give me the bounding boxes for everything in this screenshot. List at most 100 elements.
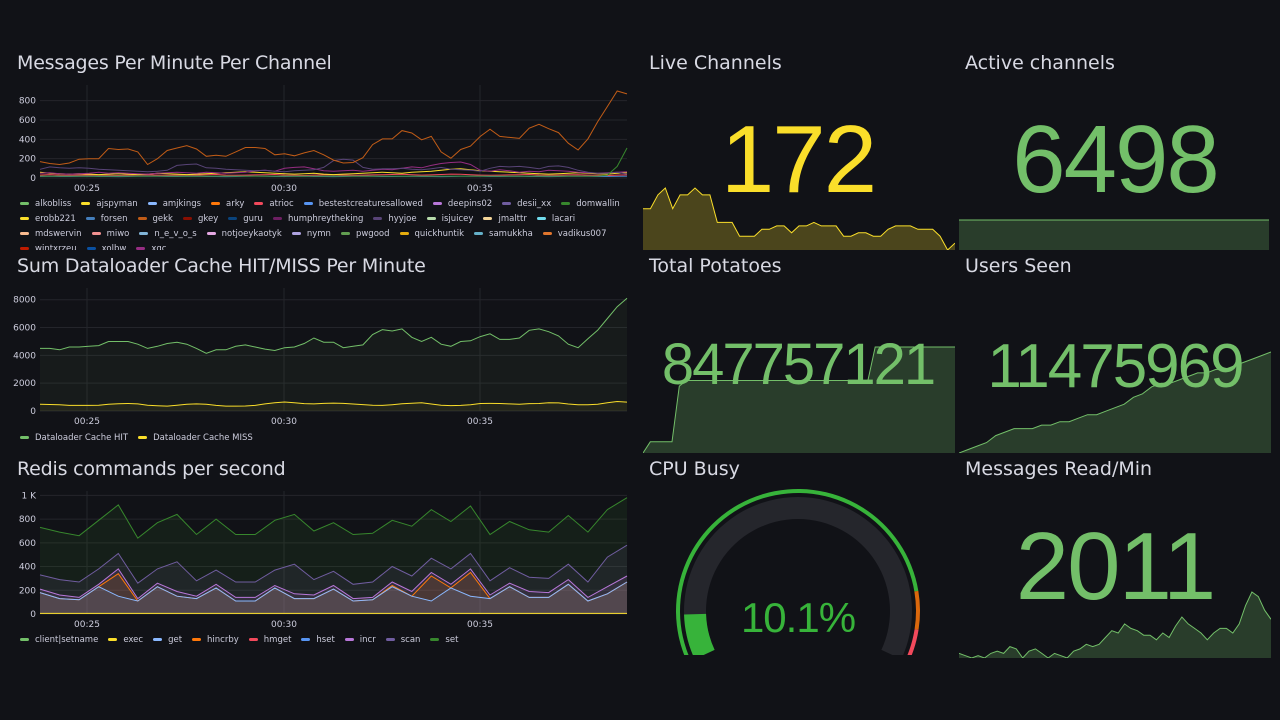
legend-swatch — [86, 247, 96, 250]
legend-item[interactable]: ajspyman — [81, 198, 138, 209]
legend-swatch — [20, 232, 29, 235]
panel-title: CPU Busy — [649, 458, 740, 480]
legend-item[interactable]: isjuicey — [426, 213, 474, 224]
legend-item[interactable]: hincrby — [192, 634, 239, 645]
legend-swatch — [206, 232, 216, 235]
legend-item[interactable]: get — [153, 634, 182, 645]
stat-value: 2011 — [1015, 513, 1216, 620]
legend-item[interactable]: Dataloader Cache HIT — [20, 432, 128, 443]
legend-item[interactable]: lacari — [536, 213, 575, 224]
series-line-erobb221 — [39, 168, 628, 176]
legend-item[interactable]: bestestcreaturesallowed — [303, 198, 423, 209]
legend-item[interactable]: quickhuntik — [399, 228, 464, 239]
x-tick-label: 00:35 — [467, 417, 493, 427]
legend-item[interactable]: wintxrzeu — [20, 243, 77, 254]
legend-item[interactable]: client|setname — [20, 634, 98, 645]
legend-label: wintxrzeu — [35, 243, 77, 254]
legend-label: Dataloader Cache MISS — [153, 432, 253, 443]
y-tick-label: 2000 — [13, 379, 36, 389]
legend-label: bestestcreaturesallowed — [318, 198, 423, 209]
legend-item[interactable]: n_e_v_o_s — [139, 228, 197, 239]
legend-item[interactable]: xqc — [136, 243, 166, 254]
legend-item[interactable]: desii_xx — [502, 198, 551, 209]
series-line-xqc — [39, 161, 628, 175]
legend-item[interactable]: exec — [108, 634, 143, 645]
legend-label: n_e_v_o_s — [154, 228, 197, 239]
legend-label: deepins02 — [447, 198, 493, 209]
legend-item[interactable]: pwgood — [340, 228, 390, 239]
legend-item[interactable]: domwallin — [561, 198, 620, 209]
legend-swatch — [561, 202, 571, 205]
y-tick-label: 4000 — [13, 351, 36, 361]
legend-item[interactable]: amjkings — [147, 198, 201, 209]
legend-item[interactable]: hyyjoe — [373, 213, 417, 224]
legend-item[interactable]: forsen — [85, 213, 128, 224]
legend-item[interactable]: atrioc — [254, 198, 294, 209]
legend-item[interactable]: jmalttr — [483, 213, 527, 224]
legend-item[interactable]: nymn — [291, 228, 331, 239]
y-tick-label: 800 — [19, 515, 36, 525]
legend-item[interactable]: gkey — [182, 213, 218, 224]
cache-legend: Dataloader Cache HIT Dataloader Cache MIS… — [20, 432, 632, 443]
gauge-threshold-red — [907, 629, 919, 655]
y-tick-label: 8000 — [13, 296, 36, 306]
legend-label: desii_xx — [517, 198, 552, 209]
legend-label: domwallin — [576, 198, 620, 209]
legend-swatch — [138, 436, 148, 439]
legend-item[interactable]: alkobliss — [20, 198, 71, 209]
legend-item[interactable]: scan — [385, 634, 420, 645]
legend-label: pwgood — [355, 228, 390, 239]
messages-chart[interactable]: 0 200 400 600 800 00:25 00:30 00:35 — [0, 85, 640, 195]
y-tick-label: 400 — [19, 135, 36, 145]
messages-read-sparkline — [959, 591, 1271, 658]
panel-live-channels: Live Channels 172 — [640, 40, 956, 252]
legend-item[interactable]: vadikus007 — [542, 228, 606, 239]
legend-item[interactable]: notjoeykaotyk — [206, 228, 282, 239]
panel-messages-read: Messages Read/Min 2011 — [956, 455, 1280, 665]
legend-item[interactable]: humphreytheking — [272, 213, 363, 224]
y-tick-label: 800 — [19, 97, 36, 107]
legend-item[interactable]: guru — [228, 213, 263, 224]
legend-item[interactable]: xolbw — [86, 243, 126, 254]
cache-chart[interactable]: 0 2000 4000 6000 8000 00:25 00:30 00:35 — [0, 288, 640, 428]
series-area-get — [40, 582, 627, 614]
panel-active-channels: Active channels 6498 — [956, 40, 1280, 252]
y-tick-label: 0 — [30, 174, 36, 184]
legend-swatch — [254, 202, 264, 205]
legend-item[interactable]: Dataloader Cache MISS — [138, 432, 253, 443]
legend-item[interactable]: hset — [301, 634, 335, 645]
legend-swatch — [137, 217, 147, 220]
legend-label: gekk — [152, 213, 173, 224]
legend-swatch — [192, 638, 202, 641]
panel-title: Messages Read/Min — [965, 458, 1153, 480]
total-potatoes-sparkline — [643, 346, 955, 453]
legend-item[interactable]: deepins02 — [432, 198, 493, 209]
legend-swatch — [272, 217, 282, 220]
legend-item[interactable]: set — [430, 634, 458, 645]
sparkline-area — [959, 220, 1269, 250]
y-tick-label: 200 — [19, 586, 36, 596]
legend-swatch — [432, 202, 442, 205]
legend-item[interactable]: miwo — [91, 228, 129, 239]
panel-redis-commands: Redis commands per second 0 200 400 600 800 1… — [0, 455, 640, 655]
y-tick-label: 400 — [19, 563, 36, 573]
legend-label: incr — [359, 634, 376, 645]
legend-label: get — [168, 634, 183, 645]
legend-swatch — [385, 638, 395, 641]
legend-item[interactable]: arky — [211, 198, 244, 209]
legend-item[interactable]: incr — [344, 634, 376, 645]
redis-chart[interactable]: 0 200 400 600 800 1 K 00:25 00:30 00:35 — [0, 491, 640, 629]
sparkline-line — [643, 187, 955, 250]
legend-item[interactable]: erobb221 — [20, 213, 76, 224]
legend-swatch — [430, 638, 440, 641]
legend-label: arky — [226, 198, 245, 209]
legend-swatch — [91, 232, 101, 235]
legend-label: alkobliss — [35, 198, 72, 209]
legend-item[interactable]: gekk — [137, 213, 173, 224]
legend-item[interactable]: samukkha — [474, 228, 533, 239]
legend-item[interactable]: mdswervin — [20, 228, 82, 239]
legend-item[interactable]: hmget — [248, 634, 291, 645]
legend-label: isjuicey — [441, 213, 474, 224]
legend-swatch — [182, 217, 192, 220]
gauge-value-arc — [684, 613, 715, 655]
